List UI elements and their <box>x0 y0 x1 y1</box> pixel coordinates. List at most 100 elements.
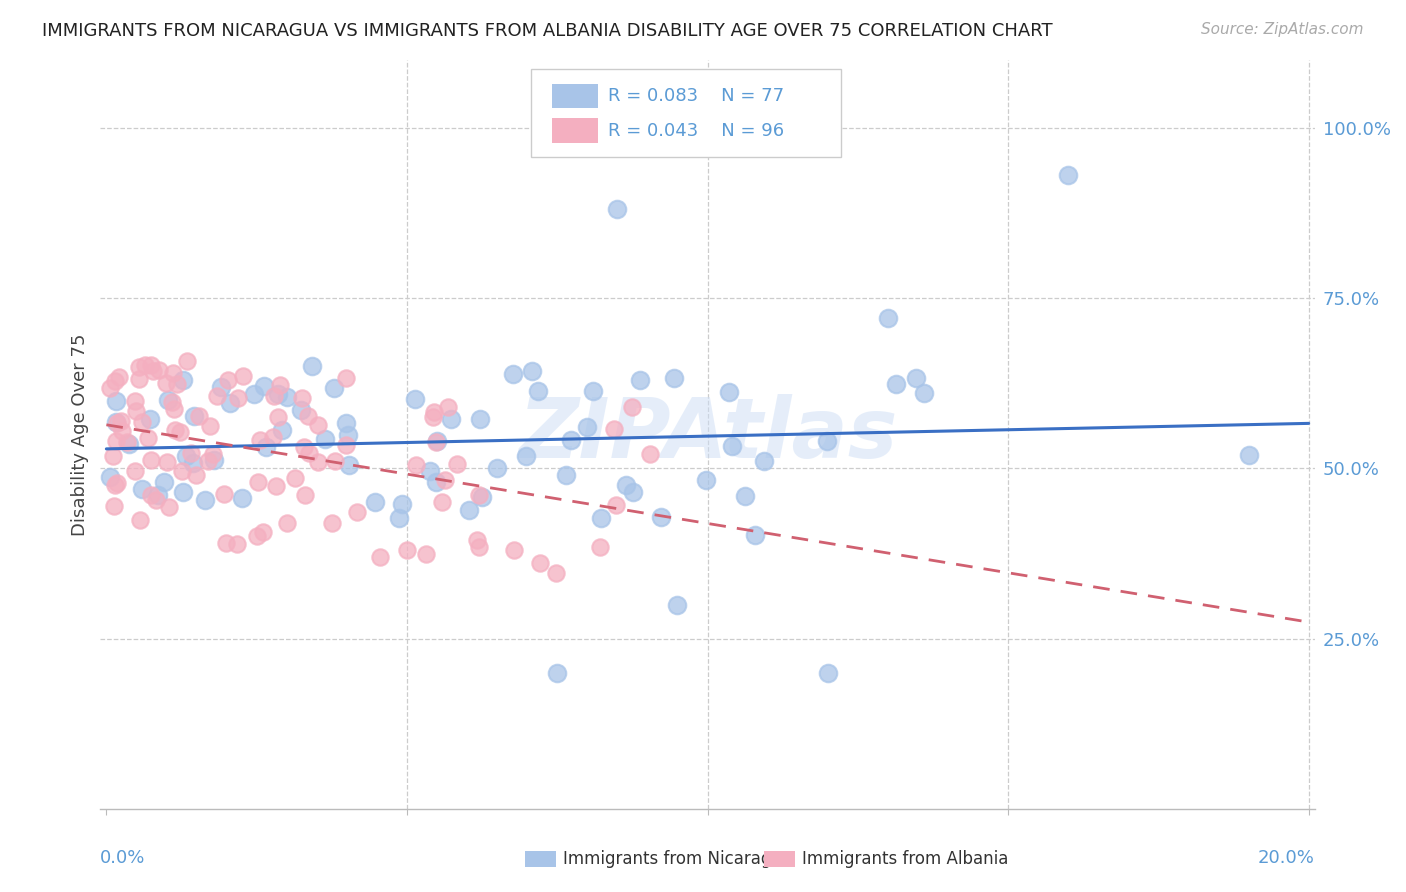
Point <box>139 488 162 502</box>
Point <box>876 311 898 326</box>
Point <box>666 598 689 612</box>
Text: R = 0.083    N = 77: R = 0.083 N = 77 <box>607 87 785 105</box>
Point <box>198 419 221 434</box>
Point <box>297 409 319 424</box>
Point <box>253 379 276 393</box>
Point <box>721 439 744 453</box>
Point <box>546 665 568 680</box>
Point <box>815 434 838 448</box>
Point <box>105 434 128 448</box>
Point <box>471 490 494 504</box>
Point <box>470 412 492 426</box>
Point <box>187 409 209 423</box>
Point <box>423 405 446 419</box>
Point <box>172 373 194 387</box>
Point <box>425 435 447 450</box>
Point <box>391 497 413 511</box>
Point <box>1237 448 1260 462</box>
Point <box>405 458 427 473</box>
Text: ZIPAtlas: ZIPAtlas <box>517 393 897 475</box>
Point <box>817 665 839 680</box>
Point <box>294 440 316 454</box>
Point <box>529 557 551 571</box>
Point <box>388 511 411 525</box>
Point <box>905 371 928 385</box>
Point <box>422 409 444 424</box>
Point <box>131 482 153 496</box>
Point <box>527 384 550 398</box>
Point <box>105 416 128 430</box>
Text: Immigrants from Nicaragua: Immigrants from Nicaragua <box>562 850 792 868</box>
Point <box>337 458 360 473</box>
Point <box>117 435 139 450</box>
Point <box>323 381 346 395</box>
Point <box>614 478 637 492</box>
Point <box>98 469 121 483</box>
Point <box>118 437 141 451</box>
Point <box>695 473 717 487</box>
Point <box>128 359 150 374</box>
Point <box>628 373 651 387</box>
Point <box>104 394 127 409</box>
Point <box>148 363 170 377</box>
Point <box>266 386 288 401</box>
Point <box>914 386 936 401</box>
Point <box>124 464 146 478</box>
Point <box>582 384 605 399</box>
Point <box>605 498 627 512</box>
Point <box>156 455 179 469</box>
Point <box>139 412 162 426</box>
Point <box>744 528 766 542</box>
Point <box>886 377 908 392</box>
Point <box>395 543 418 558</box>
Point <box>430 495 453 509</box>
Point <box>212 487 235 501</box>
Point <box>335 370 357 384</box>
Point <box>101 449 124 463</box>
Point <box>155 376 177 391</box>
Point <box>136 431 159 445</box>
Point <box>404 392 426 407</box>
Point <box>172 464 194 478</box>
Point <box>576 420 599 434</box>
Point <box>104 415 127 429</box>
Point <box>269 377 291 392</box>
Point <box>103 499 125 513</box>
Text: 0.0%: 0.0% <box>100 849 146 867</box>
Point <box>1057 169 1080 183</box>
Point <box>603 422 626 436</box>
Point <box>108 369 131 384</box>
Point <box>262 430 284 444</box>
Point <box>290 403 312 417</box>
Point <box>104 478 127 492</box>
Point <box>162 366 184 380</box>
Point <box>440 412 463 426</box>
Point <box>131 415 153 429</box>
Point <box>638 447 661 461</box>
Point <box>284 471 307 485</box>
Point <box>606 202 628 217</box>
Point <box>291 392 314 406</box>
Point <box>368 549 391 564</box>
Point <box>246 529 269 543</box>
Point <box>105 475 128 490</box>
Point <box>166 376 188 391</box>
Point <box>276 516 298 530</box>
Point <box>446 457 468 471</box>
Point <box>145 492 167 507</box>
Point <box>139 358 162 372</box>
Point <box>321 516 343 530</box>
Point <box>152 475 174 490</box>
Text: IMMIGRANTS FROM NICARAGUA VS IMMIGRANTS FROM ALBANIA DISABILITY AGE OVER 75 CORR: IMMIGRANTS FROM NICARAGUA VS IMMIGRANTS … <box>42 22 1053 40</box>
Point <box>734 489 756 503</box>
Text: 20.0%: 20.0% <box>1258 849 1315 867</box>
Point <box>202 447 225 461</box>
Point <box>134 359 156 373</box>
Point <box>176 354 198 368</box>
Point <box>142 364 165 378</box>
Point <box>267 410 290 425</box>
Point <box>307 418 329 433</box>
Point <box>621 485 644 500</box>
Point <box>335 417 357 431</box>
Point <box>231 491 253 505</box>
